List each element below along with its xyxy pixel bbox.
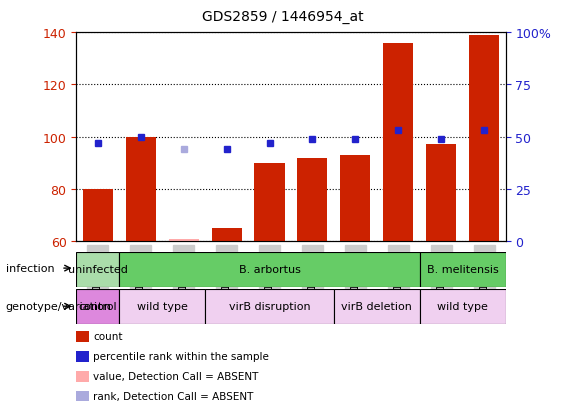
Bar [334, 289, 420, 324]
Text: wild type: wild type [137, 301, 188, 312]
Text: GDS2859 / 1446954_at: GDS2859 / 1446954_at [202, 10, 363, 24]
Bar [76, 371, 89, 382]
Text: value, Detection Call = ABSENT: value, Detection Call = ABSENT [93, 371, 259, 381]
Bar [254, 164, 285, 242]
Bar [76, 289, 119, 324]
Bar [76, 252, 119, 287]
Text: infection: infection [6, 263, 54, 273]
Text: virB deletion: virB deletion [341, 301, 412, 312]
Bar [168, 239, 199, 242]
Bar [76, 391, 89, 401]
Text: genotype/variation: genotype/variation [6, 301, 112, 311]
Text: control: control [79, 301, 117, 312]
Text: wild type: wild type [437, 301, 488, 312]
Text: B. arbortus: B. arbortus [238, 264, 301, 275]
Bar [76, 351, 89, 362]
Bar [82, 190, 113, 242]
Bar [469, 36, 499, 242]
Bar [119, 289, 205, 324]
Bar [383, 43, 414, 242]
Text: rank, Detection Call = ABSENT: rank, Detection Call = ABSENT [93, 391, 254, 401]
Bar [125, 137, 156, 242]
Text: B. melitensis: B. melitensis [427, 264, 498, 275]
Text: virB disruption: virB disruption [229, 301, 310, 312]
Bar [211, 228, 242, 242]
Bar [420, 252, 506, 287]
Text: percentile rank within the sample: percentile rank within the sample [93, 351, 269, 361]
Bar [340, 156, 371, 242]
Bar [297, 158, 328, 242]
Bar [420, 289, 506, 324]
Bar [119, 252, 420, 287]
Bar [205, 289, 334, 324]
Bar [76, 331, 89, 342]
Text: count: count [93, 332, 123, 342]
Text: uninfected: uninfected [68, 264, 128, 275]
Bar [426, 145, 457, 242]
